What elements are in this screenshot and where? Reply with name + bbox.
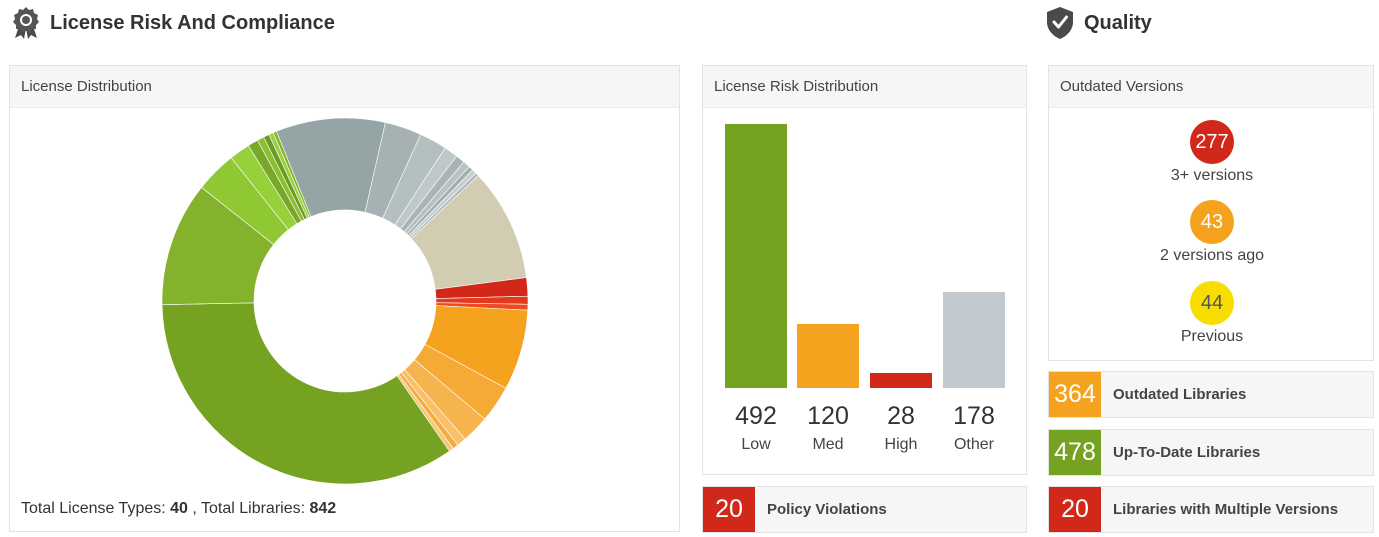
policy-violations-count: 20 [703,487,755,532]
outdated-count-circle: 44 [1190,281,1234,325]
outdated-count-label: Previous [1180,328,1244,345]
total-libraries-value: 842 [309,500,337,517]
total-libraries-label: , Total Libraries: [192,500,306,517]
donut-slice[interactable] [272,130,312,218]
award-ribbon-icon [12,6,40,40]
quality-section-title: Quality [1046,6,1152,40]
risk-bar-value: 120 [807,402,849,430]
total-types-value: 40 [170,500,188,517]
license-risk-section-title: License Risk And Compliance [12,6,335,40]
risk-bar-label: High [884,436,918,453]
multiple-versions-libraries-row[interactable]: 20 Libraries with Multiple Versions [1048,486,1374,533]
outdated-libraries-label: Outdated Libraries [1113,386,1247,403]
section-title-text: Quality [1084,11,1152,34]
risk-bar-value: 492 [735,402,777,430]
up-to-date-libraries-row[interactable]: 478 Up-To-Date Libraries [1048,429,1374,476]
risk-bar-high[interactable] [870,372,932,388]
outdated-libraries-count: 364 [1049,372,1101,417]
risk-bar-value: 28 [887,402,915,430]
outdated-count-label: 3+ versions [1170,167,1254,184]
donut-slice[interactable] [161,302,450,485]
risk-bar-label: Med [812,436,844,453]
risk-bar-label: Low [741,436,771,453]
panel-header: Outdated Versions [1049,66,1373,108]
up-to-date-libraries-label: Up-To-Date Libraries [1113,444,1261,461]
license-donut-chart [161,117,529,485]
risk-bar-med[interactable] [797,323,859,388]
license-distribution-panel: License Distribution Total License Types… [9,65,680,532]
total-types-label: Total License Types: [21,500,166,517]
license-totals: Total License Types: 40 , Total Librarie… [21,500,336,518]
outdated-count-label: 2 versions ago [1159,247,1265,264]
panel-header: License Distribution [10,66,679,108]
multiple-versions-libraries-label: Libraries with Multiple Versions [1113,501,1339,518]
panel-header: License Risk Distribution [703,66,1026,108]
risk-bar-other[interactable] [943,292,1005,388]
shield-check-icon [1046,6,1074,40]
outdated-count-circle: 43 [1190,200,1234,244]
outdated-count-circle: 277 [1190,120,1234,164]
outdated-libraries-row[interactable]: 364 Outdated Libraries [1048,371,1374,418]
license-risk-distribution-panel: License Risk Distribution 492 Low 120 Med 28… [702,65,1027,475]
policy-violations-label: Policy Violations [767,501,887,518]
policy-violations-row[interactable]: 20 Policy Violations [702,486,1027,533]
up-to-date-libraries-count: 478 [1049,430,1101,475]
multiple-versions-libraries-count: 20 [1049,487,1101,532]
section-title-text: License Risk And Compliance [50,11,335,34]
risk-bar-label: Other [953,436,994,453]
risk-bar-value: 178 [953,402,995,430]
outdated-versions-panel: Outdated Versions 277 3+ versions 43 2 v… [1048,65,1374,361]
risk-bar-low[interactable] [725,124,787,388]
